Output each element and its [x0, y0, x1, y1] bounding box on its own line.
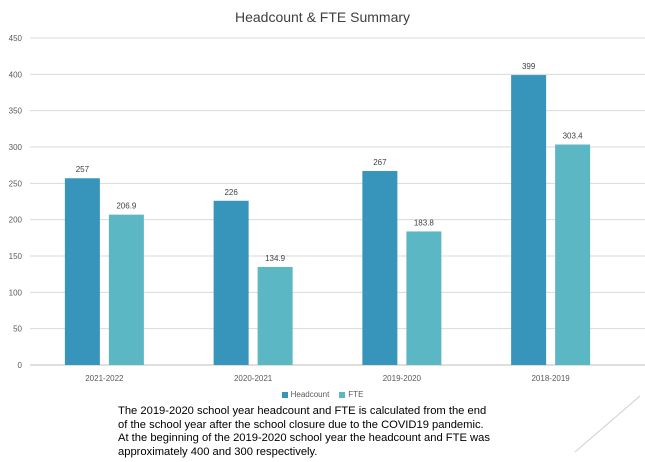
chart-title: Headcount & FTE Summary: [234, 9, 411, 25]
data-label: 399: [522, 62, 536, 71]
legend-item-headcount: Headcount: [281, 390, 330, 399]
data-label: 134.9: [265, 254, 286, 263]
y-tick-label: 150: [9, 252, 23, 261]
footnote-line: approximately 400 and 300 respectively.: [118, 445, 318, 458]
bar-fte: [108, 214, 144, 365]
legend-swatch-fte: [339, 391, 346, 398]
y-tick-label: 300: [9, 143, 23, 152]
bar-fte: [555, 144, 591, 365]
y-tick-label: 400: [9, 70, 23, 79]
footnote-line: of the school year after the school clos…: [118, 418, 484, 431]
footnote-line: At the beginning of the 2019-2020 school…: [118, 432, 490, 445]
chart-legend: Headcount FTE: [0, 390, 645, 399]
x-tick-label: 2020-2021: [234, 374, 273, 383]
x-tick-label: 2021-2022: [85, 374, 124, 383]
y-tick-label: 100: [9, 288, 23, 297]
legend-label-fte: FTE: [348, 390, 364, 399]
legend-item-fte: FTE: [339, 390, 363, 399]
footnote-line: The 2019-2020 school year headcount and …: [118, 405, 487, 417]
chart-footnote: The 2019-2020 school year headcount and …: [118, 405, 558, 459]
data-label: 183.8: [414, 218, 435, 227]
y-tick-label: 200: [9, 216, 23, 225]
legend-label-headcount: Headcount: [290, 390, 330, 399]
y-tick-label: 450: [9, 34, 23, 43]
bar-headcount: [213, 200, 249, 365]
legend-swatch-headcount: [281, 391, 288, 398]
data-label: 206.9: [116, 202, 137, 211]
bar-fte: [406, 231, 442, 365]
data-label: 257: [76, 165, 90, 174]
y-tick-label: 0: [18, 361, 23, 370]
bar-headcount: [64, 178, 100, 365]
bar-headcount: [511, 75, 547, 365]
y-tick-label: 50: [13, 325, 22, 334]
bar-fte: [257, 266, 293, 365]
data-label: 303.4: [563, 132, 584, 141]
data-label: 267: [373, 158, 387, 167]
bar-headcount: [362, 170, 398, 365]
x-tick-label: 2019-2020: [383, 374, 422, 383]
y-tick-label: 350: [9, 107, 23, 116]
data-label: 226: [224, 188, 238, 197]
y-tick-label: 250: [9, 179, 23, 188]
x-tick-label: 2018-2019: [531, 374, 570, 383]
